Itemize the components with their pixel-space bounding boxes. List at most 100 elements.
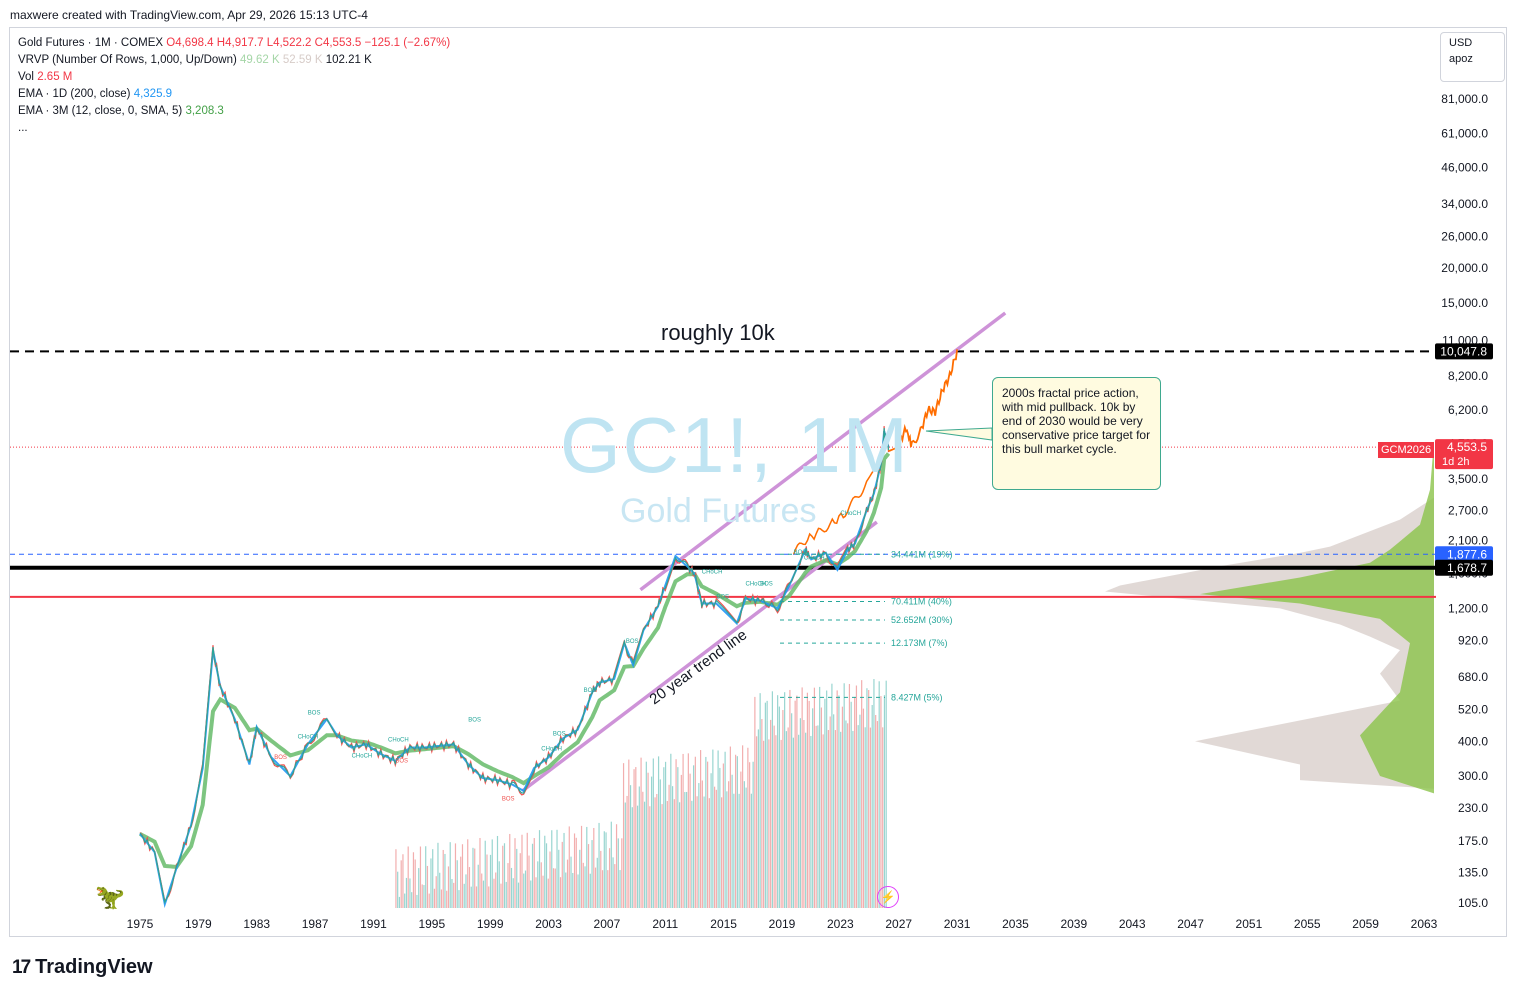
volume-bar: [710, 773, 712, 908]
bos-label: BOS: [794, 550, 807, 556]
channel-lower-line: [521, 520, 878, 793]
volume-bar: [425, 846, 427, 908]
lightning-icon[interactable]: ⚡: [877, 886, 899, 908]
volume-bar: [782, 710, 784, 908]
volume-bar: [509, 833, 511, 908]
legend-high: H4,917.7: [216, 37, 264, 49]
volume-bar: [852, 730, 854, 908]
callout-note[interactable]: 2000s fractal price action, with mid pul…: [992, 377, 1161, 490]
volume-bar: [708, 798, 710, 908]
y-tick-label: 46,000.0: [1441, 160, 1488, 174]
volume-bar: [570, 856, 572, 908]
volume-bar: [591, 840, 593, 908]
volume-bar: [412, 852, 415, 908]
volume-bar: [440, 889, 443, 908]
volume-bar: [568, 826, 570, 908]
bos-label: BOS: [626, 639, 639, 645]
y-tick-label: 61,000.0: [1441, 126, 1488, 140]
volume-bar: [631, 807, 633, 908]
volume-bar: [649, 806, 651, 908]
volume-bar: [475, 886, 478, 908]
tradingview-logo-icon: 17: [12, 956, 31, 978]
legend-ema2-row[interactable]: EMA · 3M (12, close, 0, SMA, 5) 3,208.3: [18, 103, 450, 120]
legend-vol-label: Vol: [18, 71, 34, 83]
channel-upper-line: [639, 311, 1007, 592]
volume-bar: [766, 700, 768, 908]
currency-label[interactable]: USD: [1449, 37, 1473, 49]
y-tick-label: 175.0: [1458, 834, 1488, 848]
volume-bar: [705, 756, 707, 908]
legend-vrvp-up: 49.62 K: [240, 54, 280, 66]
legend-ema1-value: 4,325.9: [133, 88, 173, 100]
y-tick-label: 6,200.0: [1448, 403, 1488, 417]
legend-symbol-row[interactable]: Gold Futures · 1M · COMEX O4,698.4 H4,91…: [18, 35, 450, 52]
volume-bar: [801, 687, 803, 908]
volume-bar: [671, 786, 674, 908]
y-tick-label: 3,500.0: [1448, 472, 1488, 486]
dino-icon: 🦖: [95, 884, 125, 911]
volume-bar: [876, 721, 879, 908]
volume-bar: [621, 838, 623, 908]
choch-label: CHoCH: [541, 747, 562, 753]
indicator-legend: Gold Futures · 1M · COMEX O4,698.4 H4,91…: [18, 35, 450, 137]
volume-bar: [883, 695, 886, 908]
volume-bar: [820, 707, 823, 908]
legend-vol-row[interactable]: Vol 2.65 M: [18, 69, 450, 86]
volume-bar: [498, 861, 500, 908]
volume-bar: [738, 793, 740, 908]
volume-bar: [510, 867, 513, 908]
volume-bar: [512, 878, 514, 908]
volume-bar: [712, 749, 714, 908]
volume-bar: [467, 839, 469, 908]
legend-close: C4,553.5: [314, 37, 362, 49]
volume-bar: [743, 781, 745, 908]
volume-bar: [489, 854, 492, 908]
volume-bar: [747, 747, 749, 908]
volume-bar: [694, 756, 696, 908]
volume-bar: [647, 772, 649, 908]
volume-bar: [423, 885, 425, 908]
volume-bar: [861, 680, 863, 908]
volume-bar: [875, 715, 877, 908]
volume-bar: [840, 731, 842, 908]
legend-vrvp-row[interactable]: VRVP (Number Of Rows, 1,000, Up/Down) 49…: [18, 52, 450, 69]
legend-more[interactable]: ...: [18, 122, 28, 134]
volume-bar: [715, 789, 717, 908]
volume-bar: [404, 893, 406, 908]
volume-bar: [428, 893, 430, 908]
volume-bar: [503, 843, 506, 908]
volume-bar: [810, 735, 812, 908]
volume-bar: [547, 878, 549, 908]
volume-bar: [628, 759, 630, 908]
x-tick-label: 2007: [594, 917, 621, 931]
legend-ema1-row[interactable]: EMA · 1D (200, close) 4,325.9: [18, 86, 450, 103]
volume-bar: [721, 797, 723, 908]
volume-bar: [563, 832, 565, 908]
volume-bar: [615, 824, 618, 908]
footer-brand: TradingView: [35, 956, 153, 978]
volume-bar: [878, 681, 880, 908]
price-tag-text: 1,877.6: [1447, 547, 1487, 561]
volume-bar: [601, 870, 604, 908]
price-line: [139, 426, 890, 903]
volume-bar: [426, 865, 429, 908]
x-tick-label: 1983: [243, 917, 270, 931]
volume-bar: [682, 753, 684, 908]
y-tick-label: 520.0: [1458, 703, 1488, 717]
volume-bar: [586, 826, 588, 908]
price-tag-bg: [1435, 559, 1493, 576]
volume-bar: [817, 725, 819, 908]
volume-bar: [841, 706, 844, 908]
volume-bar: [717, 750, 719, 908]
volume-bar: [699, 750, 702, 908]
axis-currency-box[interactable]: USD apoz: [1440, 32, 1505, 82]
volume-bar: [624, 802, 626, 908]
unit-label[interactable]: apoz: [1449, 53, 1473, 65]
volume-bar: [784, 692, 786, 908]
volume-bar: [752, 761, 754, 908]
x-tick-label: 1979: [185, 917, 212, 931]
bos-label: BOS: [274, 755, 287, 761]
volume-bar: [834, 730, 837, 908]
volume-bar: [432, 849, 434, 908]
